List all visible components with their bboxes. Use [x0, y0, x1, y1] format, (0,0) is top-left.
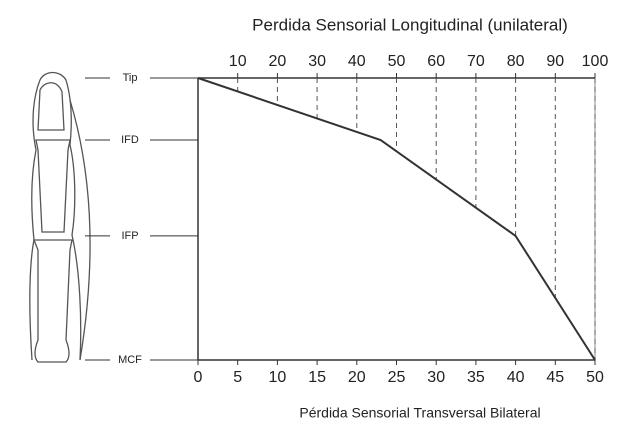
x2-tick-label: 100	[582, 53, 609, 70]
x2-tick-label: 70	[467, 53, 485, 70]
x-tick-label: 5	[233, 369, 242, 386]
y-tick-label: IFP	[121, 230, 138, 242]
y-tick-label: Tip	[123, 72, 138, 84]
page: {"chart_data": {"type": "line", "title":…	[0, 0, 630, 427]
y-tick-label: IFD	[121, 134, 139, 146]
x-tick-label: 25	[388, 369, 406, 386]
x-tick-label: 40	[507, 369, 525, 386]
x2-tick-label: 80	[507, 53, 525, 70]
x2-tick-label: 90	[546, 53, 564, 70]
x-tick-label: 45	[546, 369, 564, 386]
x-tick-label: 50	[586, 369, 604, 386]
finger-drawing	[30, 73, 90, 363]
x-tick-label: 30	[427, 369, 445, 386]
x2-tick-label: 20	[269, 53, 287, 70]
x2-tick-label: 10	[229, 53, 247, 70]
x-tick-label: 10	[269, 369, 287, 386]
chart: Perdida Sensorial Longitudinal (unilater…	[0, 0, 630, 427]
x-tick-label: 35	[467, 369, 485, 386]
x2-tick-label: 60	[427, 53, 445, 70]
x-tick-label: 0	[194, 369, 203, 386]
chart-title: Perdida Sensorial Longitudinal (unilater…	[252, 15, 568, 34]
x2-tick-label: 40	[348, 53, 366, 70]
x2-tick-label: 30	[308, 53, 326, 70]
x-axis-title: Pérdida Sensorial Transversal Bilateral	[299, 405, 540, 421]
x2-tick-label: 50	[388, 53, 406, 70]
x-tick-label: 20	[348, 369, 366, 386]
data-line	[198, 78, 595, 360]
y-tick-label: MCF	[118, 354, 142, 366]
x-tick-label: 15	[308, 369, 326, 386]
